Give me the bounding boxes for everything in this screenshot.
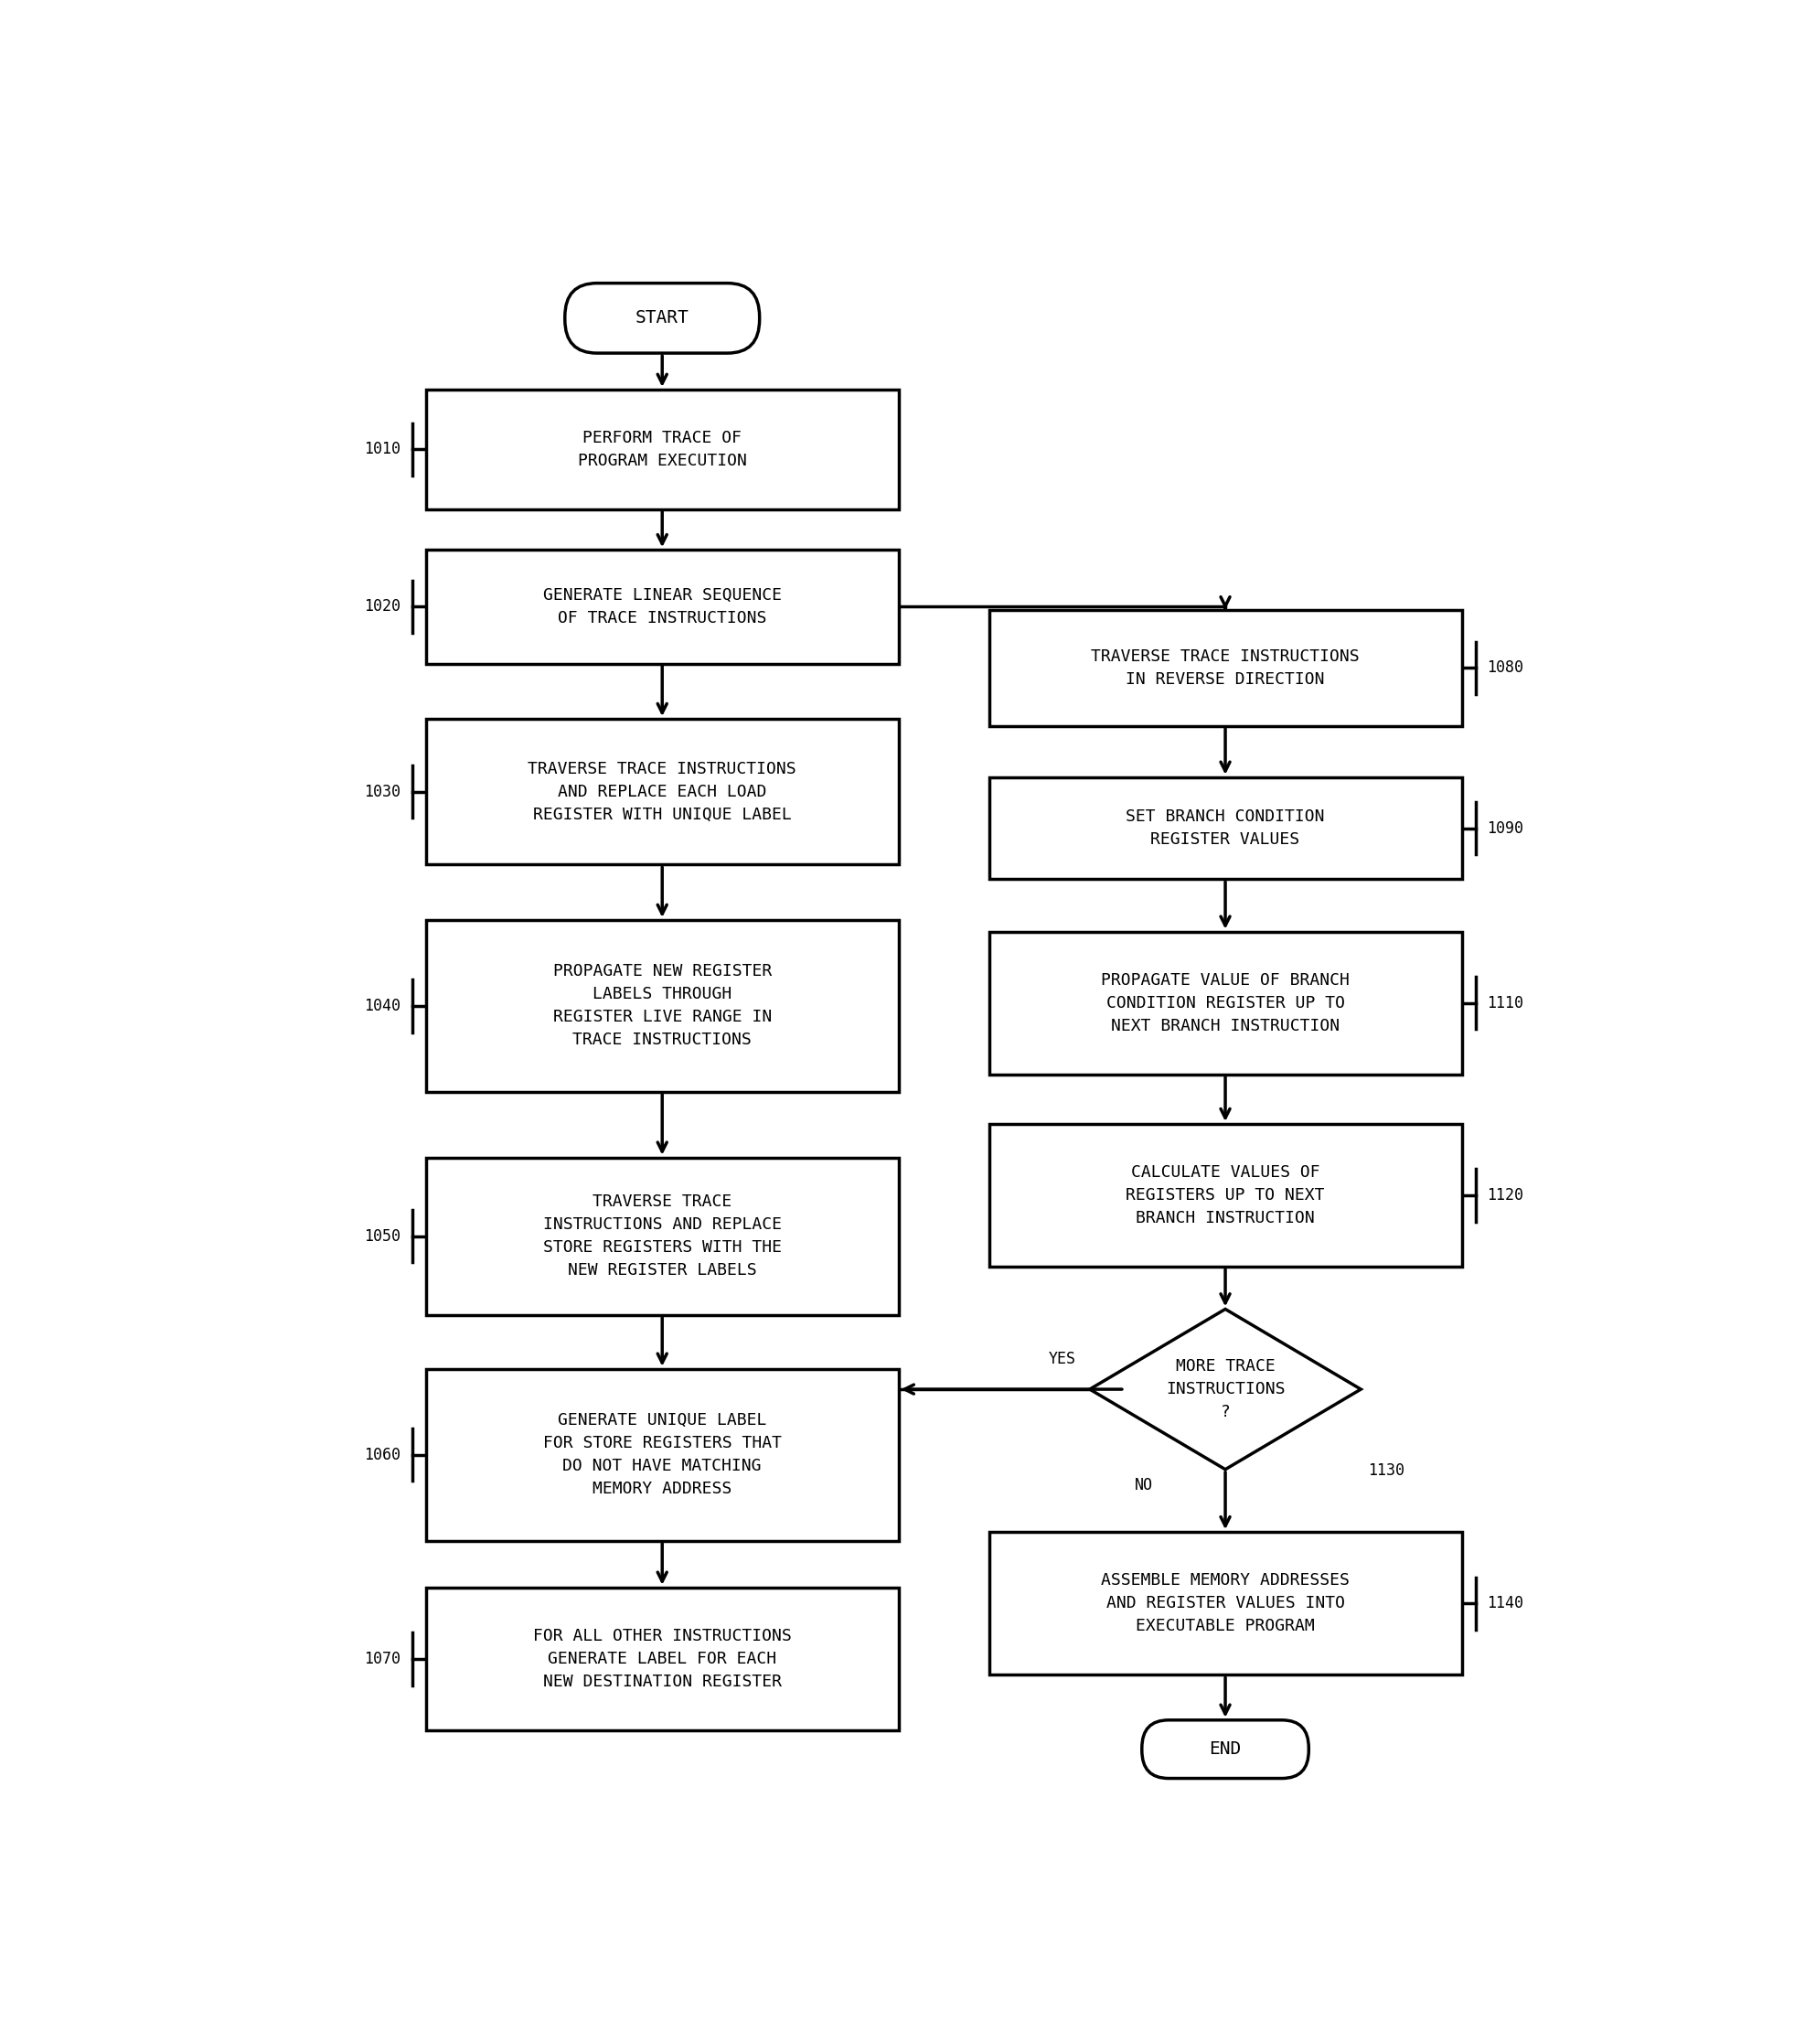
FancyBboxPatch shape bbox=[988, 777, 1462, 879]
Text: 1110: 1110 bbox=[1487, 995, 1523, 1012]
Text: MORE TRACE
INSTRUCTIONS
?: MORE TRACE INSTRUCTIONS ? bbox=[1166, 1357, 1285, 1421]
Text: TRAVERSE TRACE
INSTRUCTIONS AND REPLACE
STORE REGISTERS WITH THE
NEW REGISTER LA: TRAVERSE TRACE INSTRUCTIONS AND REPLACE … bbox=[544, 1194, 782, 1280]
Text: 1070: 1070 bbox=[364, 1652, 400, 1668]
Text: PROPAGATE NEW REGISTER
LABELS THROUGH
REGISTER LIVE RANGE IN
TRACE INSTRUCTIONS: PROPAGATE NEW REGISTER LABELS THROUGH RE… bbox=[553, 963, 771, 1049]
FancyBboxPatch shape bbox=[425, 1369, 899, 1541]
Text: 1120: 1120 bbox=[1487, 1188, 1523, 1204]
FancyBboxPatch shape bbox=[1141, 1721, 1308, 1778]
Text: 1020: 1020 bbox=[364, 599, 400, 615]
Text: 1010: 1010 bbox=[364, 442, 400, 458]
FancyBboxPatch shape bbox=[425, 390, 899, 509]
Polygon shape bbox=[1089, 1308, 1362, 1470]
FancyBboxPatch shape bbox=[988, 932, 1462, 1075]
Text: NO: NO bbox=[1136, 1476, 1154, 1494]
Text: PROPAGATE VALUE OF BRANCH
CONDITION REGISTER UP TO
NEXT BRANCH INSTRUCTION: PROPAGATE VALUE OF BRANCH CONDITION REGI… bbox=[1102, 973, 1349, 1034]
FancyBboxPatch shape bbox=[425, 719, 899, 865]
Text: START: START bbox=[635, 309, 689, 327]
Text: FOR ALL OTHER INSTRUCTIONS
GENERATE LABEL FOR EACH
NEW DESTINATION REGISTER: FOR ALL OTHER INSTRUCTIONS GENERATE LABE… bbox=[533, 1627, 791, 1690]
Text: GENERATE UNIQUE LABEL
FOR STORE REGISTERS THAT
DO NOT HAVE MATCHING
MEMORY ADDRE: GENERATE UNIQUE LABEL FOR STORE REGISTER… bbox=[544, 1412, 782, 1498]
FancyBboxPatch shape bbox=[565, 284, 759, 354]
Text: 1050: 1050 bbox=[364, 1228, 400, 1245]
Text: 1130: 1130 bbox=[1367, 1461, 1405, 1478]
Text: GENERATE LINEAR SEQUENCE
OF TRACE INSTRUCTIONS: GENERATE LINEAR SEQUENCE OF TRACE INSTRU… bbox=[544, 587, 782, 625]
FancyBboxPatch shape bbox=[988, 1124, 1462, 1267]
Text: END: END bbox=[1209, 1741, 1241, 1758]
Text: 1060: 1060 bbox=[364, 1447, 400, 1464]
Text: SET BRANCH CONDITION
REGISTER VALUES: SET BRANCH CONDITION REGISTER VALUES bbox=[1127, 809, 1324, 848]
Text: PERFORM TRACE OF
PROGRAM EXECUTION: PERFORM TRACE OF PROGRAM EXECUTION bbox=[578, 429, 746, 468]
Text: 1040: 1040 bbox=[364, 997, 400, 1014]
FancyBboxPatch shape bbox=[425, 1588, 899, 1731]
Text: YES: YES bbox=[1048, 1351, 1076, 1367]
FancyBboxPatch shape bbox=[425, 1157, 899, 1314]
Text: 1140: 1140 bbox=[1487, 1594, 1523, 1613]
FancyBboxPatch shape bbox=[425, 920, 899, 1091]
Text: 1090: 1090 bbox=[1487, 820, 1523, 836]
Text: ASSEMBLE MEMORY ADDRESSES
AND REGISTER VALUES INTO
EXECUTABLE PROGRAM: ASSEMBLE MEMORY ADDRESSES AND REGISTER V… bbox=[1102, 1572, 1349, 1635]
Text: TRAVERSE TRACE INSTRUCTIONS
IN REVERSE DIRECTION: TRAVERSE TRACE INSTRUCTIONS IN REVERSE D… bbox=[1091, 648, 1360, 687]
FancyBboxPatch shape bbox=[988, 1533, 1462, 1674]
Text: 1030: 1030 bbox=[364, 783, 400, 799]
FancyBboxPatch shape bbox=[988, 609, 1462, 726]
Text: TRAVERSE TRACE INSTRUCTIONS
AND REPLACE EACH LOAD
REGISTER WITH UNIQUE LABEL: TRAVERSE TRACE INSTRUCTIONS AND REPLACE … bbox=[527, 760, 797, 824]
Text: CALCULATE VALUES OF
REGISTERS UP TO NEXT
BRANCH INSTRUCTION: CALCULATE VALUES OF REGISTERS UP TO NEXT… bbox=[1127, 1165, 1324, 1226]
FancyBboxPatch shape bbox=[425, 550, 899, 664]
Text: 1080: 1080 bbox=[1487, 660, 1523, 677]
